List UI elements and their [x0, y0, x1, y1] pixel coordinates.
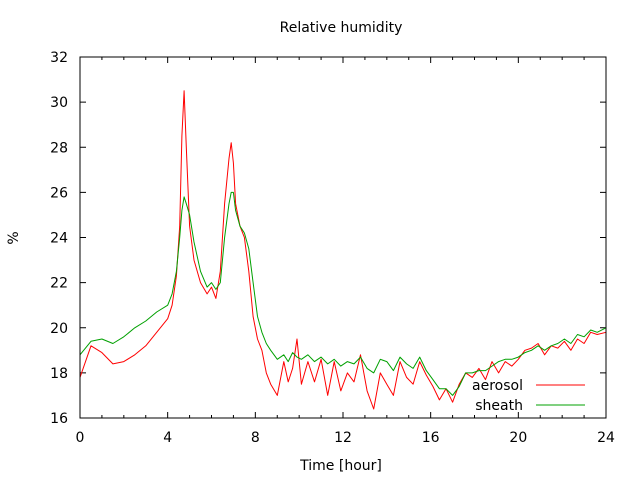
x-tick-label: 4 [163, 430, 172, 446]
chart-title: Relative humidity [280, 20, 403, 36]
y-tick-label: 20 [50, 321, 68, 337]
y-tick-label: 26 [50, 185, 68, 201]
y-tick-label: 24 [50, 231, 68, 247]
legend-label-aerosol: aerosol [472, 378, 523, 394]
x-tick-label: 0 [76, 430, 85, 446]
series-line-aerosol [79, 90, 607, 410]
plot-frame [79, 56, 607, 419]
x-tick-label: 8 [251, 430, 260, 446]
x-tick-label: 24 [597, 430, 615, 446]
series-lines [79, 90, 607, 410]
y-tick-label: 32 [50, 50, 68, 66]
legend-label-sheath: sheath [475, 398, 523, 414]
y-tick-label: 22 [50, 276, 68, 292]
axis-ticks: 0 4 8 12 16 20 24 16 18 20 22 24 26 28 30 32 [50, 50, 615, 446]
y-axis-label: % [6, 231, 22, 244]
legend: aerosol sheath [472, 378, 585, 414]
y-tick-label: 30 [50, 95, 68, 111]
series-line-sheath [79, 191, 607, 396]
y-tick-label: 28 [50, 140, 68, 156]
x-tick-label: 20 [509, 430, 527, 446]
x-tick-label: 12 [334, 430, 352, 446]
y-tick-label: 16 [50, 411, 68, 427]
x-axis-label: Time [hour] [299, 458, 382, 474]
x-tick-label: 16 [422, 430, 440, 446]
y-tick-label: 18 [50, 366, 68, 382]
